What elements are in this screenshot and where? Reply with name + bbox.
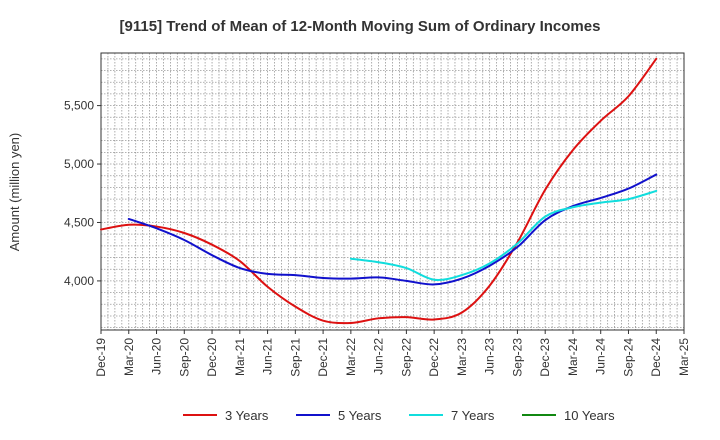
- x-tick-label: Dec-24: [649, 338, 663, 377]
- x-tick-label: Sep-20: [177, 338, 191, 377]
- legend: 3 Years 5 Years 7 Years 10 Years: [183, 408, 615, 423]
- series-lines: [100, 57, 658, 325]
- x-tick-label: Sep-21: [288, 338, 302, 377]
- series-line-7-years: [349, 189, 658, 281]
- x-axis: Dec-19 Mar-20 Jun-20 Sep-20 Dec-20 Mar-21 Jun-…: [94, 330, 691, 377]
- x-tick-label: Mar-23: [455, 338, 469, 376]
- series-line-3-years: [100, 57, 658, 325]
- chart-title: [9115] Trend of Mean of 12-Month Moving …: [120, 18, 601, 35]
- legend-label-5-years: 5 Years: [338, 408, 382, 423]
- legend-label-3-years: 3 Years: [225, 408, 269, 423]
- x-tick-label: Jun-20: [150, 338, 164, 375]
- x-tick-label: Jun-23: [483, 338, 497, 375]
- x-tick-label: Sep-22: [399, 338, 413, 377]
- x-tick-label: Sep-23: [510, 338, 524, 377]
- y-axis-label: Amount (million yen): [7, 133, 22, 252]
- x-tick-label: Sep-24: [621, 338, 635, 377]
- x-tick-label: Mar-20: [122, 338, 136, 376]
- y-tick-label: 4,500: [64, 215, 94, 229]
- y-axis: 4,000 4,500 5,000 5,500: [64, 99, 101, 288]
- x-tick-label: Dec-20: [205, 338, 219, 377]
- plot-frame: [100, 52, 685, 331]
- x-tick-label: Jun-22: [372, 338, 386, 375]
- legend-label-7-years: 7 Years: [451, 408, 495, 423]
- x-tick-label: Mar-24: [566, 338, 580, 376]
- x-tick-label: Dec-22: [427, 338, 441, 377]
- x-tick-label: Jun-21: [261, 338, 275, 375]
- grid: [101, 53, 684, 330]
- y-tick-label: 4,000: [64, 274, 94, 288]
- x-tick-label: Dec-21: [316, 338, 330, 377]
- x-tick-label: Jun-24: [594, 338, 608, 375]
- x-tick-label: Mar-22: [344, 338, 358, 376]
- x-tick-label: Dec-23: [538, 338, 552, 377]
- y-tick-label: 5,000: [64, 157, 94, 171]
- x-tick-label: Mar-25: [677, 338, 691, 376]
- y-tick-label: 5,500: [64, 99, 94, 113]
- legend-label-10-years: 10 Years: [564, 408, 615, 423]
- x-tick-label: Dec-19: [94, 338, 108, 377]
- x-tick-label: Mar-21: [233, 338, 247, 376]
